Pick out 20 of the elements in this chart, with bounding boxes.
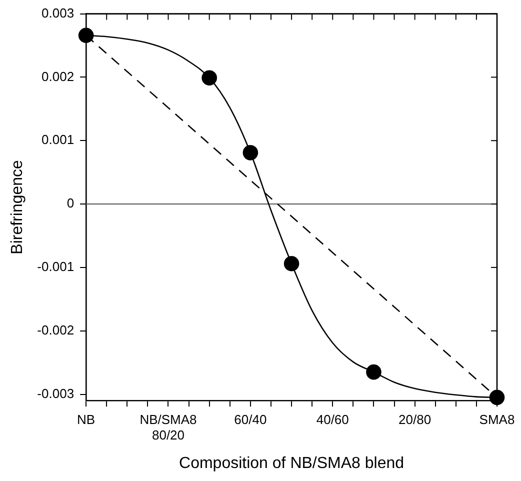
y-tick-label: -0.002 xyxy=(37,322,74,338)
point xyxy=(202,70,217,86)
y-axis-title: Birefringence xyxy=(9,160,26,254)
point xyxy=(78,28,94,44)
x-tick-label: 20/80 xyxy=(398,412,432,427)
x-tick-label: 40/60 xyxy=(316,412,349,427)
x-tick-label: 60/40 xyxy=(234,412,267,427)
y-tick-label: 0.002 xyxy=(42,68,74,84)
y-tick-label: 0 xyxy=(66,196,74,211)
point xyxy=(284,256,300,272)
x-tick-label: NB xyxy=(77,412,96,427)
x-tick-label: SMA8 xyxy=(479,412,515,427)
y-tick-label: 0.003 xyxy=(42,5,74,20)
y-tick-label: 0.001 xyxy=(42,132,74,148)
y-tick-label: -0.003 xyxy=(37,386,74,401)
point xyxy=(366,364,382,380)
y-tick-label: -0.001 xyxy=(37,259,74,274)
x-axis-title: Composition of NB/SMA8 blend xyxy=(179,454,404,472)
x-tick-label: NB/SMA8 80/20 xyxy=(140,412,197,443)
point xyxy=(242,145,258,160)
